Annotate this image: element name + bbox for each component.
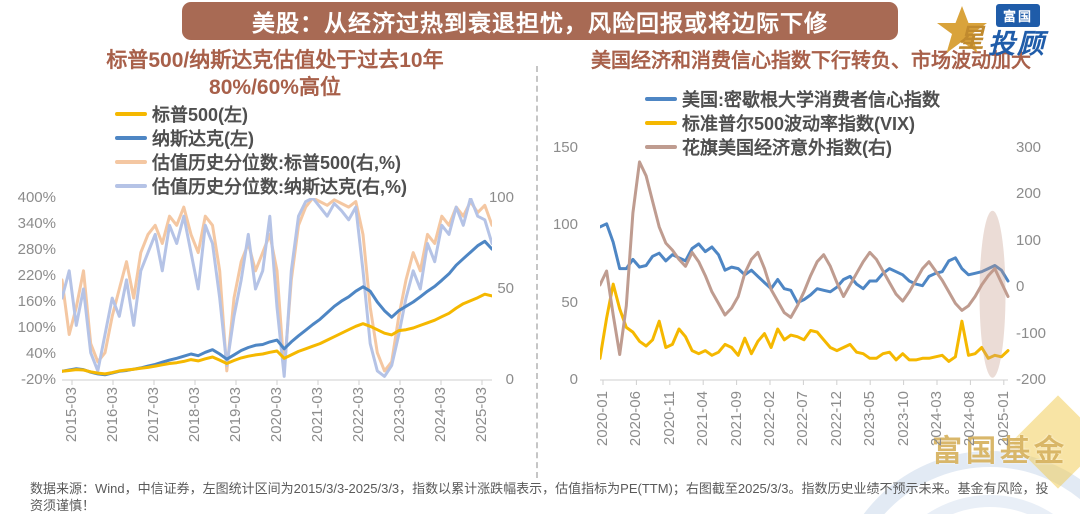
legend-item: 标普500(左) [115,102,407,126]
axis-tick-label: 0 [505,371,514,388]
x-axis-label: 2023-03 [391,387,408,443]
legend-item: 估值历史分位数:标普500(右,%) [115,150,407,174]
legend-label: 标准普尔500波动率指数(VIX) [682,114,916,134]
legend-color-dash [645,97,677,101]
axis-tick-label: 220% [17,267,56,284]
x-axis-label: 2016-03 [104,387,121,443]
recent-move-highlight [979,210,1006,378]
right-chart-plot [600,160,1010,385]
legend-item: 花旗美国经济意外指数(右) [645,135,940,159]
x-axis-label: 2022-02 [761,391,778,447]
x-axis-label: 2019-03 [227,387,244,443]
legend-color-dash [115,184,147,188]
left-chart-x-axis: 2015-03 2016-03 2017-03 2018-03 2019-03 2020-… [62,387,492,459]
axis-tick-label: 340% [17,215,56,232]
x-axis-label: 2023-05 [861,391,879,447]
legend-label: 标普500(左) [152,105,249,125]
legend-item: 美国:密歇根大学消费者信心指数 [645,87,940,111]
x-axis-label: 2020-03 [268,387,285,443]
brand-logo: 星 富国 投顾 [930,0,1078,59]
right-chart-x-axis: 2020-01 2020-06 2020-11 2021-04 2021-09 2022-… [594,391,1024,463]
right-chart-legend: 美国:密歇根大学消费者信心指数 标准普尔500波动率指数(VIX) 花旗美国经济意外… [645,87,940,159]
banner-title: 美股：从经济过热到衰退担忧，风险回报或将边际下修 [252,10,828,36]
logo-brand-name: 投顾 [988,29,1046,59]
x-axis-label: 2021-09 [727,391,745,447]
x-axis-label: 2020-06 [627,391,645,447]
axis-tick-label: 400% [17,189,56,206]
legend-item: 纳斯达克(左) [115,126,407,150]
axis-tick-label: 100 [552,216,578,234]
legend-label: 花旗美国经济意外指数(右) [682,138,892,158]
x-axis-label: 2020-01 [594,391,611,447]
axis-tick-label: 50 [561,293,578,311]
legend-color-dash [115,112,147,116]
x-axis-label: 2025-01 [994,391,1012,447]
legend-color-dash [645,145,677,149]
left-chart-title-line1: 标普500/纳斯达克估值处于过去10年 [106,49,444,72]
x-axis-label: 2022-12 [827,391,845,447]
left-chart-title-line2: 80%/60%高位 [209,76,341,99]
left-chart-title: 标普500/纳斯达克估值处于过去10年 80%/60%高位 [40,47,510,101]
legend-label: 估值历史分位数:纳斯达克(右,%) [152,177,407,197]
axis-tick-label: 150 [552,139,578,156]
legend-label: 估值历史分位数:标普500(右,%) [152,153,402,173]
axis-tick-label: 100 [488,189,514,206]
x-axis-label: 2022-03 [350,387,367,443]
right-chart-y-axis-left: 150 100 50 0 [540,139,578,388]
left-chart-y-axis-right: 100 50 0 [478,189,514,388]
axis-tick-label: 300 [1016,139,1042,156]
axis-tick-label: 0 [1016,278,1025,296]
x-axis-label: 2024-08 [961,391,979,447]
star-icon [937,6,987,53]
axis-tick-label: 0 [569,371,578,388]
logo-star-character: 星 [958,23,985,53]
left-chart-legend: 标普500(左) 纳斯达克(左) 估值历史分位数:标普500(右,%) 估值历史分位数… [115,102,407,198]
axis-tick-label: 200 [1016,185,1042,203]
banner: 美股：从经济过热到衰退担忧，风险回报或将边际下修 [182,2,898,40]
watermark-text: 富国基金 [932,435,1068,468]
legend-item: 估值历史分位数:纳斯达克(右,%) [115,174,407,198]
legend-color-dash [115,136,147,140]
axis-tick-label: -100 [1016,324,1047,342]
axis-tick-label: 100 [1016,231,1042,249]
left-chart-plot [62,198,492,385]
x-axis-label: 2017-03 [145,387,162,443]
x-axis-label: 2020-11 [660,391,678,445]
legend-label: 纳斯达克(左) [152,129,254,149]
x-axis-label: 2023-10 [894,391,912,447]
watermark-logo-icon [863,395,1080,514]
right-chart-y-axis-right: 300 200 100 0 -100 -200 [1016,139,1076,388]
x-axis-label: 2025-03 [473,387,490,443]
footnote: 数据来源：Wind，中信证券，左图统计区间为2015/3/3-2025/3/3，… [30,481,1049,513]
axis-tick-label: 160% [17,293,56,310]
legend-color-dash [645,121,677,125]
left-chart-y-axis-left: 400% 340% 280% 220% 160% 100% 40% -20% [6,189,56,388]
legend-label: 美国:密歇根大学消费者信心指数 [682,90,940,110]
axis-tick-label: 100% [17,319,56,336]
legend-color-dash [115,160,147,164]
x-axis-label: 2024-03 [928,391,945,447]
x-axis-label: 2018-03 [186,387,203,443]
logo-brand-badge: 富国 [996,4,1041,27]
axis-tick-label: -20% [20,371,56,388]
axis-tick-label: -200 [1016,371,1047,388]
panel-divider [536,66,538,478]
x-axis-label: 2021-04 [694,391,712,447]
right-chart-title: 美国经济和消费信心指数下行转负、市场波动加大 [591,50,1031,72]
x-axis-label: 2015-03 [63,387,80,443]
axis-tick-label: 40% [25,345,56,362]
x-axis-label: 2024-03 [432,387,449,443]
legend-item: 标准普尔500波动率指数(VIX) [645,111,940,135]
x-axis-label: 2022-07 [794,391,812,447]
axis-tick-label: 280% [17,241,56,258]
x-axis-label: 2021-03 [309,387,326,443]
axis-tick-label: 50 [497,280,514,297]
